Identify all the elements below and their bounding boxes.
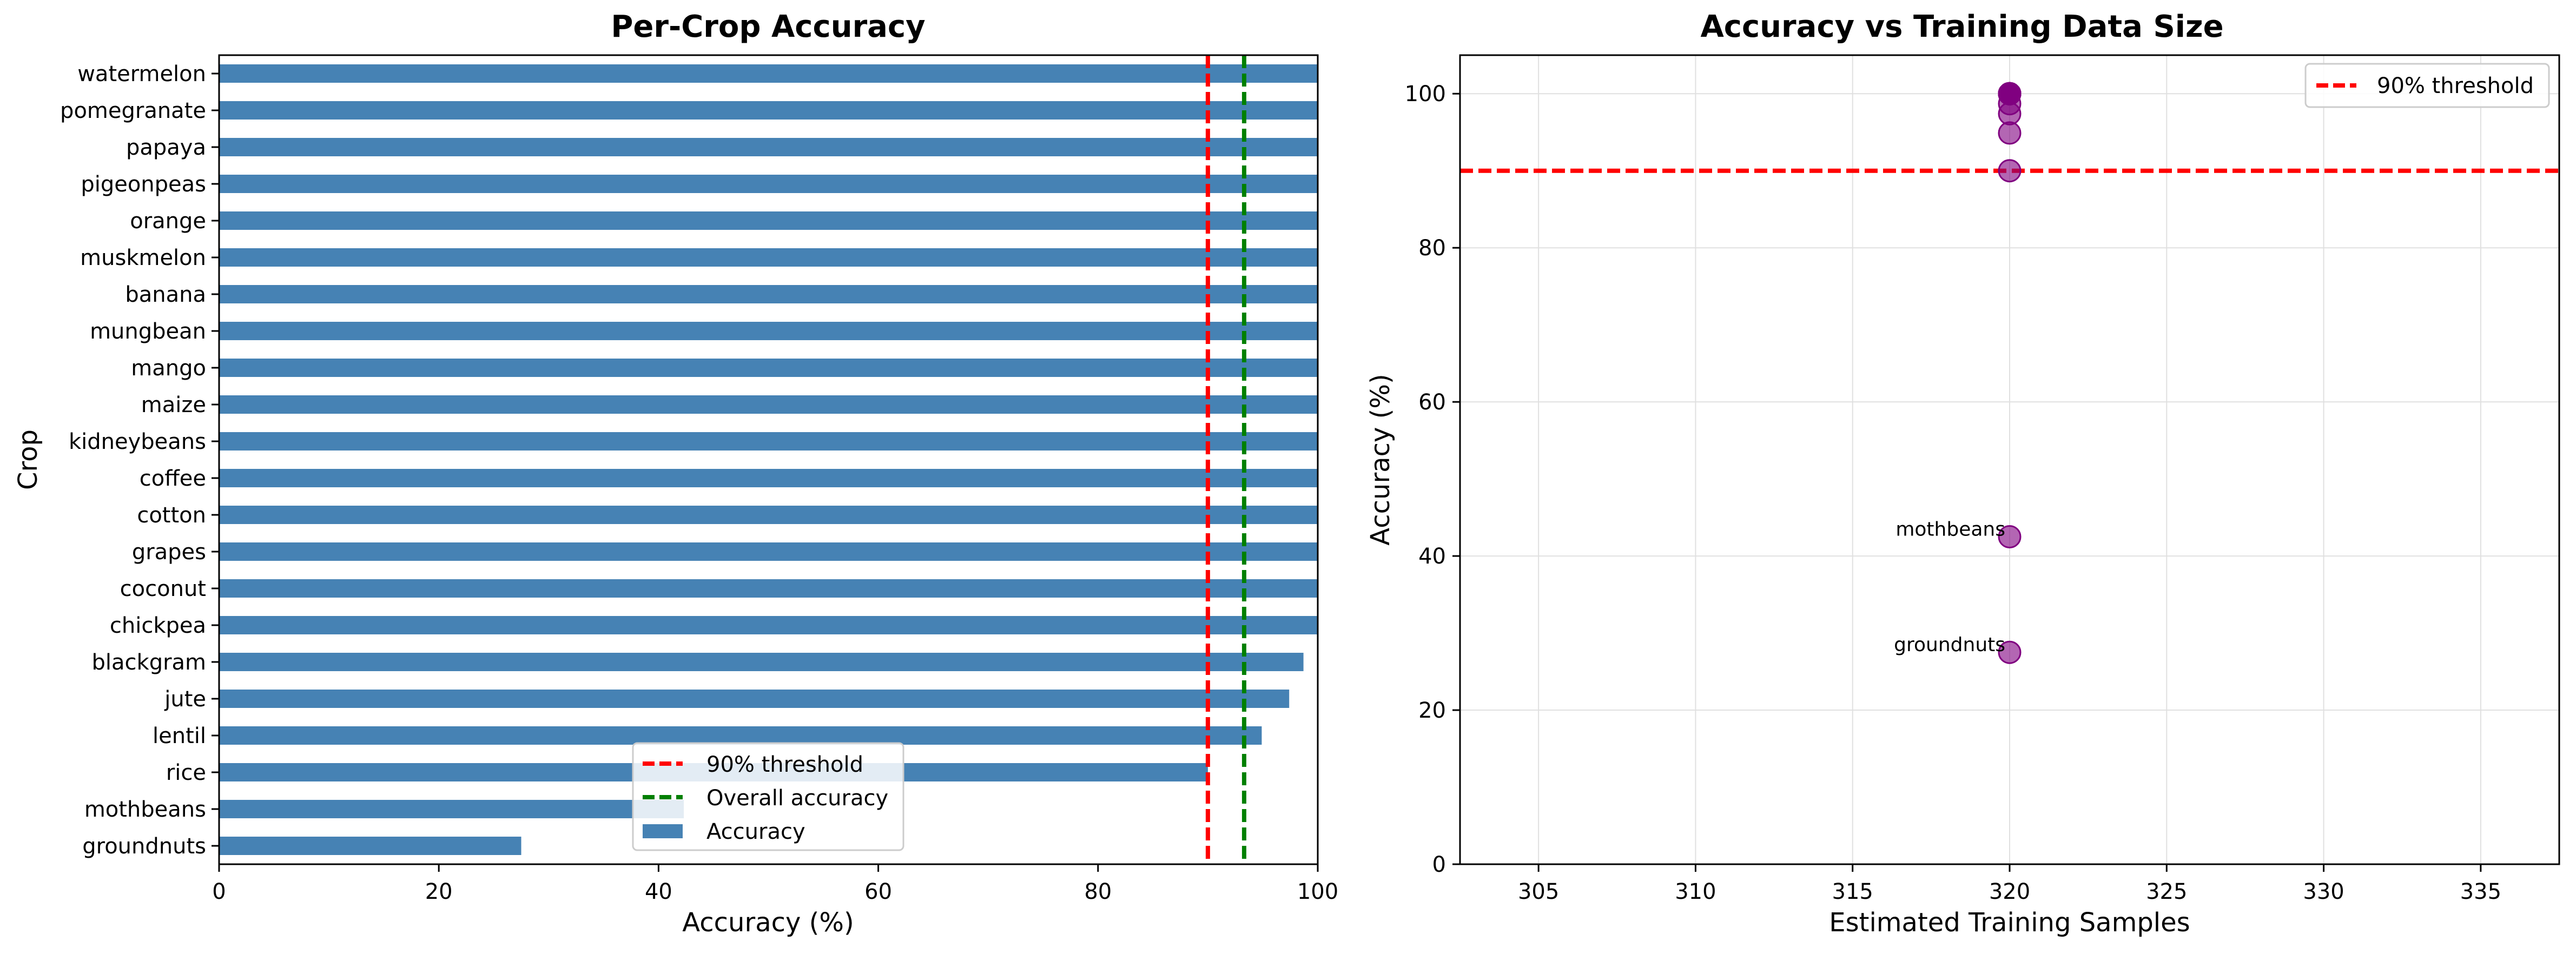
legend-overall-label: Overall accuracy: [706, 786, 888, 811]
bar-mungbean: [219, 322, 1318, 340]
x-tick-label: 320: [1989, 879, 2030, 904]
y-tick-label-muskmelon: muskmelon: [80, 246, 206, 270]
left-y-axis-label: Crop: [13, 429, 43, 490]
left-legend-box: [632, 742, 904, 851]
y-tick-label-mothbeans: mothbeans: [84, 797, 206, 822]
bar-kidneybeans: [219, 432, 1318, 451]
scatter-point: [1998, 159, 2022, 183]
y-tick-label-maize: maize: [141, 393, 206, 418]
scatter-point: [1998, 121, 2022, 145]
y-tick-label: 80: [1418, 236, 1446, 261]
x-tick-label: 315: [1832, 879, 1873, 904]
x-tick-label: 330: [2303, 879, 2344, 904]
y-tick-label-jute: jute: [164, 687, 206, 712]
bar-coconut: [219, 579, 1318, 598]
left-chart-title: Per-Crop Accuracy: [611, 9, 925, 44]
y-tick-label: 0: [1432, 852, 1446, 877]
bar-watermelon: [219, 64, 1318, 83]
x-tick-label: 100: [1297, 879, 1338, 904]
bar-muskmelon: [219, 248, 1318, 267]
right-tick-marks: [1452, 92, 2482, 872]
right-y-tick-labels: 0 20 40 60 80 100: [1405, 82, 1446, 877]
bar-lentil: [219, 726, 1262, 745]
y-tick-label-grapes: grapes: [132, 540, 206, 565]
bar-grapes: [219, 542, 1318, 561]
scatter-point: [1998, 525, 2022, 548]
y-tick-label-watermelon: watermelon: [77, 62, 206, 87]
left-plot-frame: [218, 54, 1319, 865]
left-x-tick-labels: 0 20 40 60 80 100: [212, 864, 1338, 904]
y-tick-label-lentil: lentil: [153, 724, 206, 748]
legend-threshold-label: 90% threshold: [706, 752, 863, 777]
y-tick-label-kidneybeans: kidneybeans: [69, 429, 206, 454]
right-legend-box: [2304, 63, 2550, 108]
legend-accuracy-label: Accuracy: [706, 819, 805, 844]
right-scatter-points: [1998, 82, 2022, 664]
right-chart-title: Accuracy vs Training Data Size: [1700, 9, 2223, 44]
bar-banana: [219, 285, 1318, 303]
bar-cotton: [219, 506, 1318, 524]
bar-mango: [219, 359, 1318, 377]
scatter-point: [1998, 102, 2022, 125]
y-tick-label-chickpea: chickpea: [110, 613, 206, 638]
y-tick-label-cotton: cotton: [137, 503, 206, 528]
left-x-axis-label: Accuracy (%): [682, 907, 854, 938]
x-tick-label: 310: [1675, 879, 1716, 904]
x-tick-label: 305: [1518, 879, 1559, 904]
x-tick-label: 325: [2146, 879, 2187, 904]
x-tick-label: 80: [1084, 879, 1112, 904]
scatter-point: [1998, 640, 2022, 664]
y-tick-label-mungbean: mungbean: [90, 319, 206, 344]
y-tick-label: 40: [1418, 544, 1446, 569]
bar-jute: [219, 690, 1290, 708]
y-tick-label-papaya: papaya: [126, 135, 206, 160]
y-tick-label-banana: banana: [125, 282, 206, 307]
bar-chickpea: [219, 616, 1318, 634]
left-legend: 90% threshold Overall accuracy Accuracy: [632, 742, 904, 851]
right-point-annotations: mothbeans groundnuts: [1894, 518, 2005, 656]
x-tick-label: 335: [2460, 879, 2501, 904]
per-crop-accuracy-chart: Per-Crop Accuracy groundnuts mothbeans ric…: [13, 9, 1338, 938]
right-y-axis-label: Accuracy (%): [1365, 374, 1396, 545]
left-y-tick-labels: groundnuts mothbeans rice lentil jute blackgr…: [60, 62, 206, 859]
x-tick-label: 60: [864, 879, 892, 904]
left-reference-lines: [1205, 55, 1246, 864]
y-tick-label: 20: [1418, 698, 1446, 723]
x-tick-label: 0: [212, 879, 226, 904]
accuracy-vs-training-size-chart: Accuracy vs Training Data Size mothbeans…: [1365, 9, 2560, 938]
point-label-mothbeans: mothbeans: [1895, 518, 2005, 540]
point-label-groundnuts: groundnuts: [1894, 634, 2005, 656]
bar-pomegranate: [219, 101, 1318, 120]
y-tick-label-rice: rice: [166, 760, 206, 785]
bar-maize: [219, 395, 1318, 414]
y-tick-label-groundnuts: groundnuts: [82, 834, 206, 859]
y-tick-label-pomegranate: pomegranate: [60, 98, 206, 123]
y-tick-label: 60: [1418, 390, 1446, 415]
y-tick-label-orange: orange: [130, 209, 206, 234]
y-tick-label-coconut: coconut: [120, 577, 206, 601]
bar-orange: [219, 211, 1318, 230]
bar-pigeonpeas: [219, 175, 1318, 193]
bar-papaya: [219, 138, 1318, 156]
bar-groundnuts: [219, 837, 521, 855]
y-tick-label: 100: [1405, 82, 1446, 107]
right-x-tick-labels: 305 310 315 320 325 330 335: [1518, 879, 2501, 904]
y-tick-label-blackgram: blackgram: [92, 650, 206, 675]
y-tick-label-pigeonpeas: pigeonpeas: [81, 172, 206, 197]
x-tick-label: 20: [425, 879, 453, 904]
legend-accuracy-swatch: [643, 824, 683, 838]
y-tick-label-coffee: coffee: [140, 466, 206, 491]
y-tick-label-mango: mango: [131, 356, 206, 381]
x-tick-label: 40: [645, 879, 672, 904]
bar-blackgram: [219, 653, 1304, 671]
bar-mothbeans: [219, 800, 684, 818]
right-legend-threshold-label: 90% threshold: [2377, 74, 2534, 98]
left-y-tick-marks: [212, 72, 219, 847]
right-legend: 90% threshold: [2304, 63, 2550, 108]
right-x-axis-label: Estimated Training Samples: [1829, 907, 2190, 938]
bar-coffee: [219, 469, 1318, 487]
